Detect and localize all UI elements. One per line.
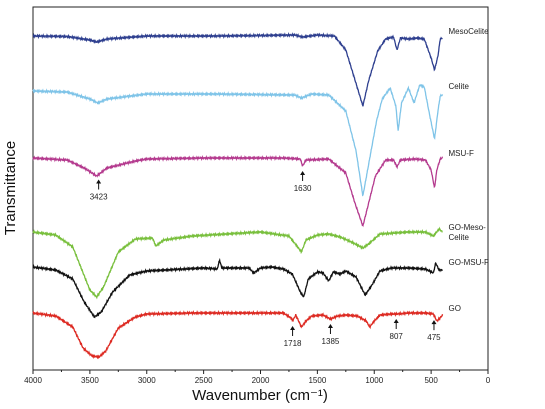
annotation-label-1385: 1385	[322, 337, 340, 346]
annotation-arrowhead-1718	[290, 326, 296, 330]
x-tick-label-3500: 3500	[81, 376, 99, 385]
x-tick-label-2000: 2000	[252, 376, 270, 385]
annotation-3423: 3423	[90, 179, 108, 201]
x-tick-label-0: 0	[486, 376, 491, 385]
series-label-go: GO	[449, 304, 461, 313]
x-tick-label-1500: 1500	[308, 376, 326, 385]
annotation-arrowhead-475	[431, 320, 437, 325]
annotation-arrowhead-1630	[300, 171, 306, 175]
series-line-go-meso-celite	[32, 226, 443, 300]
series-line-celite	[32, 83, 444, 197]
series-label-msu-f: MSU-F	[449, 149, 474, 158]
x-axis: 4000 3500 3000 2500 2000 1500 1000 500 0	[24, 370, 491, 385]
annotation-label-475: 475	[427, 333, 441, 342]
annotation-475: 475	[427, 320, 441, 342]
series-line-go	[32, 309, 444, 360]
annotation-arrowhead-1385	[327, 324, 333, 328]
plot-frame	[32, 6, 489, 371]
x-tick-label-500: 500	[424, 376, 438, 385]
annotation-1718: 1718	[284, 326, 302, 348]
annotation-label-1630: 1630	[294, 184, 312, 193]
annotation-arrowhead-807	[393, 319, 399, 323]
series-line-msu-f	[32, 154, 444, 228]
series-label-go-msu-f: GO-MSU-F	[449, 258, 490, 267]
annotation-arrowhead-3423	[96, 179, 102, 184]
annotation-label-1718: 1718	[284, 339, 302, 348]
annotation-807: 807	[390, 319, 404, 341]
series-label-mesocelite: MesoCelite	[449, 27, 490, 36]
annotation-label-3423: 3423	[90, 192, 108, 201]
x-tick-label-1000: 1000	[365, 376, 383, 385]
series-label-go-meso-celite: GO-Meso-Celite	[449, 223, 487, 242]
y-axis-title: Transmittance	[2, 141, 19, 235]
x-tick-label-4000: 4000	[24, 376, 42, 385]
series-line-go-msu-f	[32, 257, 443, 319]
x-tick-label-3000: 3000	[138, 376, 156, 385]
annotation-label-807: 807	[390, 332, 404, 341]
x-tick-label-2500: 2500	[195, 376, 213, 385]
x-axis-title: Wavenumber (cm⁻¹)	[192, 387, 328, 404]
annotation-1385: 1385	[322, 324, 340, 346]
series-line-mesocelite	[32, 31, 443, 107]
annotation-layer: 3423 1630 1718 1385 807 475	[90, 171, 441, 348]
series-layer: MesoCelite Celite MSU-F GO-Meso-Celite GO-MS…	[32, 27, 490, 360]
series-label-celite: Celite	[449, 82, 470, 91]
annotation-1630: 1630	[294, 171, 312, 193]
